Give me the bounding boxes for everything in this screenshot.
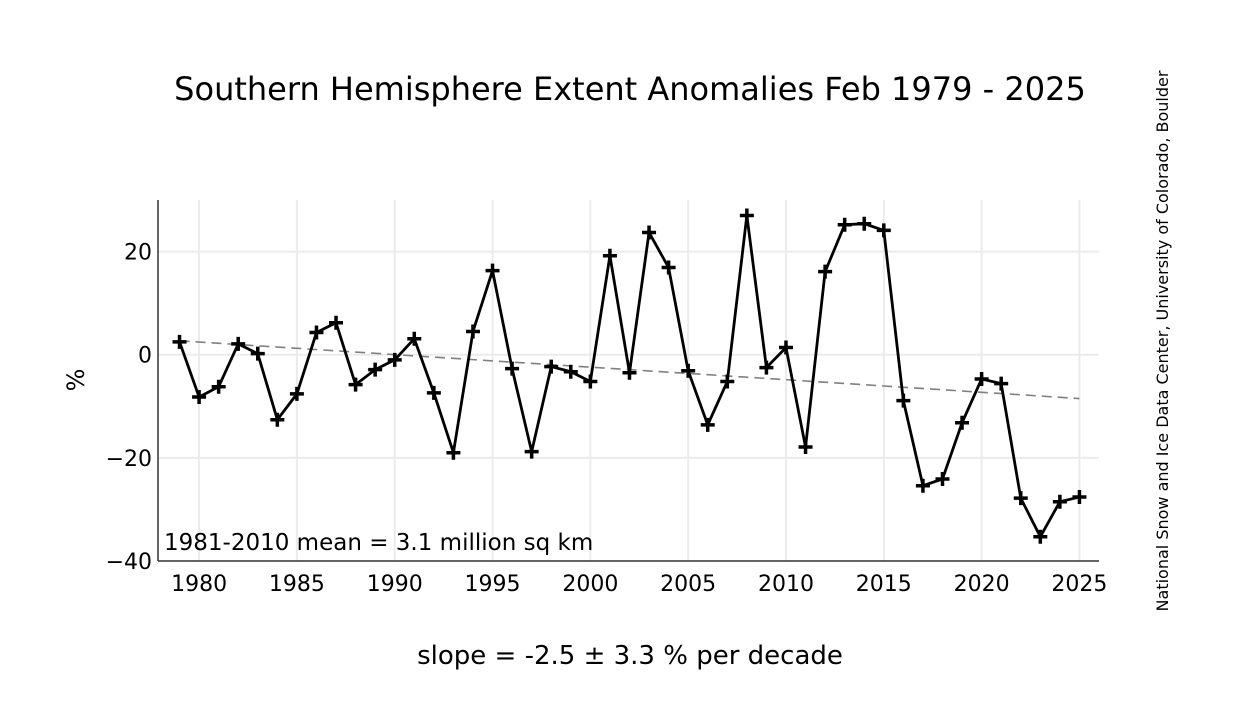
data-point-marker [857,216,872,231]
data-point-marker [798,440,813,455]
data-point-marker [896,393,911,408]
data-point-marker [289,386,304,401]
data-point-marker [837,217,852,232]
data-point-marker [622,365,637,380]
x-tick-label: 1995 [465,572,521,597]
x-tick-label: 1985 [269,572,325,597]
x-tick-label: 2015 [856,572,912,597]
data-point-marker [876,223,891,238]
data-point-marker [720,374,735,389]
data-point-marker [974,371,989,386]
y-tick-label: 20 [124,241,152,266]
data-point-marker [1013,491,1028,506]
data-point-marker [818,264,833,279]
y-tick-label: −20 [106,447,152,472]
x-axis-label: slope = -2.5 ± 3.3 % per decade [417,641,843,671]
y-tick-label: −40 [106,550,152,575]
data-point-marker [739,208,754,223]
data-point-marker [955,415,970,430]
data-point-marker [309,325,324,340]
data-point-marker [1033,529,1048,544]
data-point-marker [1072,490,1087,505]
data-point-marker [465,324,480,339]
data-point-marker [759,360,774,375]
chart-title: Southern Hemisphere Extent Anomalies Feb… [174,70,1086,108]
data-point-marker [661,260,676,275]
data-point-marker [915,478,930,493]
data-point-marker [505,361,520,376]
data-point-marker [544,359,559,374]
x-tick-label: 2010 [758,572,814,597]
x-tick-label: 2025 [1051,572,1107,597]
data-point-marker [348,377,363,392]
tick-labels: 1980 1985 1990 1995 2000 2005 2010 2015 2020 2025… [106,241,1108,597]
data-point-marker [211,379,226,394]
x-tick-label: 1980 [171,572,227,597]
data-point-marker [172,334,187,349]
data-point-marker [446,445,461,460]
data-point-marker [524,444,539,459]
data-point-marker [778,340,793,355]
data-point-marker [407,331,422,346]
x-tick-label: 2020 [954,572,1010,597]
data-point-marker [994,376,1009,391]
data-point-marker [642,225,657,240]
data-point-marker [368,362,383,377]
grid [158,200,1099,561]
data-point-marker [270,412,285,427]
mean-annotation: 1981-2010 mean = 3.1 million sq km [164,530,593,556]
data-point-marker [1052,494,1067,509]
data-point-marker [192,390,207,405]
data-point-marker [700,417,715,432]
data-point-marker [583,374,598,389]
x-tick-label: 2005 [660,572,716,597]
data-point-marker [426,385,441,400]
x-tick-label: 2000 [562,572,618,597]
credit-text: National Snow and Ice Data Center, Unive… [1153,70,1172,611]
data-point-marker [387,352,402,367]
data-point-marker [681,363,696,378]
y-axis-label: % [62,369,90,392]
data-point-marker [602,248,617,263]
data-point-marker [935,472,950,487]
markers [172,208,1087,544]
data-point-marker [485,263,500,278]
y-tick-label: 0 [138,344,152,369]
data-point-marker [329,315,344,330]
x-tick-label: 1990 [367,572,423,597]
data-point-marker [563,364,578,379]
data-point-marker [231,336,246,351]
data-point-marker [250,346,265,361]
